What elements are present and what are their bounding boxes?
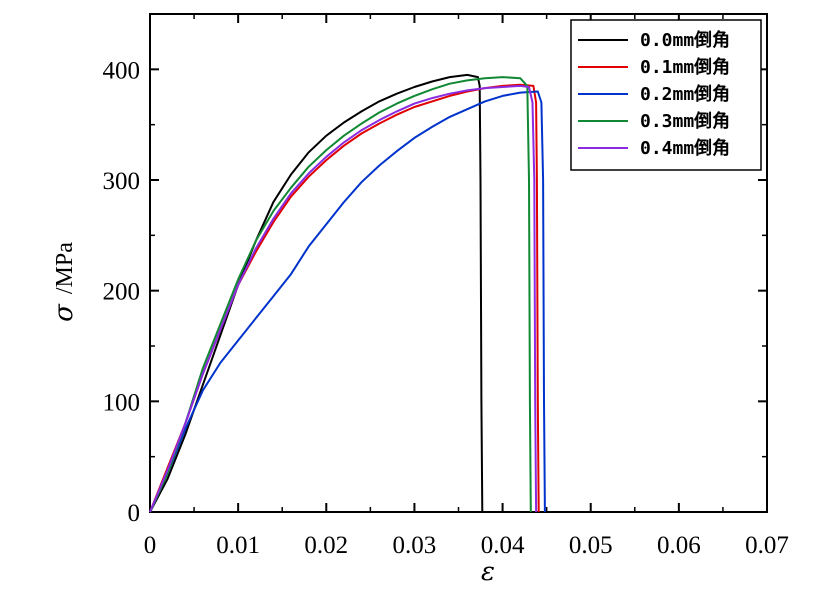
y-tick-label: 0 — [128, 500, 141, 527]
x-tick-label: 0.02 — [304, 532, 348, 559]
series-line — [149, 90, 546, 513]
series-line — [149, 76, 532, 513]
x-tick-label: 0 — [144, 532, 157, 559]
legend-label: 0.4mm倒角 — [640, 137, 730, 159]
x-tick-label: 0.04 — [481, 532, 525, 559]
x-tick-labels: 0 0.01 0.02 0.03 0.04 0.05 0.06 0.07 — [144, 532, 789, 559]
x-axis-title: ε — [481, 557, 495, 587]
y-axis-title: σ/MPa — [49, 242, 79, 322]
series-line — [149, 84, 538, 513]
x-tick-label: 0.07 — [745, 532, 789, 559]
axis-ticks — [149, 14, 768, 513]
legend-label: 0.2mm倒角 — [640, 83, 730, 105]
y-axis-symbol: σ — [49, 303, 79, 322]
legend: 0.0mm倒角 0.1mm倒角 0.2mm倒角 0.3mm倒角 0.4mm倒角 — [570, 19, 762, 171]
svg-text:σ/MPa: σ/MPa — [49, 242, 79, 322]
y-tick-label: 400 — [103, 57, 141, 84]
legend-label: 0.1mm倒角 — [640, 56, 730, 78]
legend-label: 0.3mm倒角 — [640, 110, 730, 132]
x-tick-label: 0.03 — [393, 532, 437, 559]
y-tick-label: 300 — [103, 168, 141, 195]
y-tick-label: 100 — [103, 389, 141, 416]
y-tick-label: 200 — [103, 279, 141, 306]
series-line — [149, 73, 484, 513]
series-lines — [149, 73, 546, 513]
x-tick-label: 0.01 — [216, 532, 260, 559]
x-tick-label: 0.06 — [657, 532, 701, 559]
x-tick-label: 0.05 — [569, 532, 613, 559]
legend-label: 0.0mm倒角 — [640, 29, 730, 51]
y-axis-unit: /MPa — [52, 242, 78, 294]
y-tick-labels: 0 100 200 300 400 — [103, 57, 141, 527]
